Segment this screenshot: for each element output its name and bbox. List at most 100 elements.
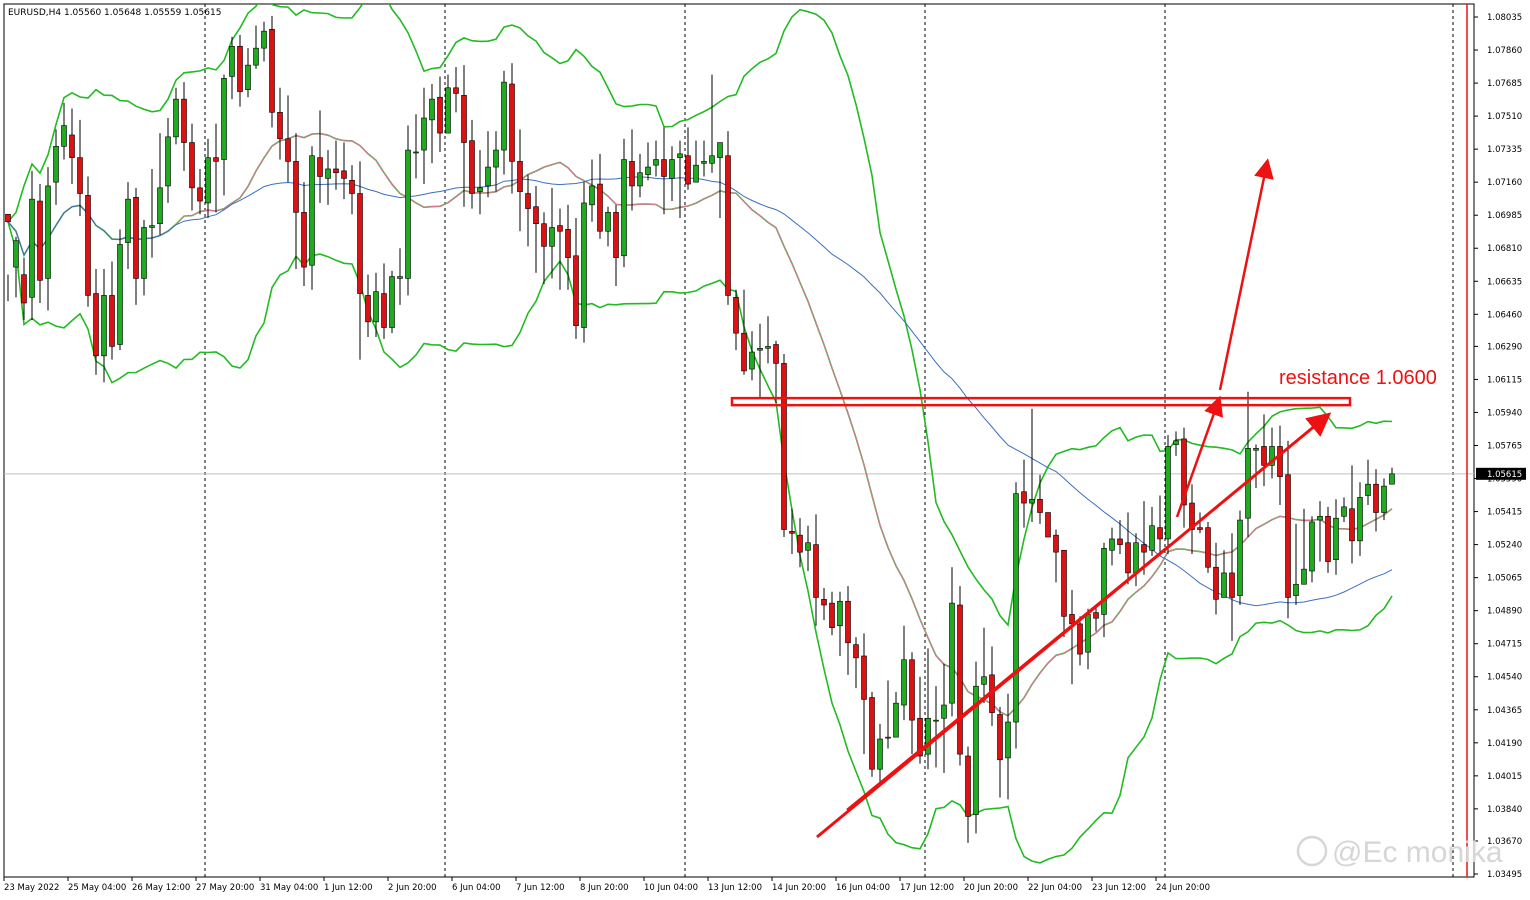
candle (461, 65, 467, 207)
bull-candle-body (1133, 542, 1139, 574)
bear-candle-body (213, 157, 219, 162)
candle (429, 84, 435, 164)
bull-candle-body (261, 30, 267, 49)
bear-candle-body (285, 138, 291, 162)
candle (525, 174, 531, 247)
bear-candle-body (629, 161, 635, 187)
bull-candle-body (477, 187, 483, 192)
bull-candle-body (1165, 446, 1171, 540)
candle (253, 25, 259, 69)
candle (605, 206, 611, 247)
y-tick-label: 1.03495 (1487, 870, 1522, 880)
y-tick-label: 1.04015 (1487, 772, 1522, 782)
x-tick-label: 6 Jun 04:00 (452, 883, 501, 893)
vertical-grid (204, 4, 1454, 877)
x-tick-label: 22 Jun 04:00 (1028, 883, 1082, 893)
candle (869, 691, 875, 777)
bull-candle-body (885, 736, 891, 739)
bear-candle-body (1349, 508, 1355, 542)
bear-candle-body (541, 223, 547, 247)
candle (1061, 549, 1067, 638)
bear-candle-body (917, 717, 923, 757)
candle (237, 34, 243, 107)
bull-candle-body (389, 276, 395, 328)
bear-candle-body (509, 83, 515, 162)
plot-frame (3, 3, 1475, 878)
bull-candle-body (549, 227, 555, 247)
bear-candle-body (1061, 549, 1067, 617)
bear-candle-body (453, 87, 459, 94)
candle (317, 110, 323, 203)
x-tick-label: 2 Jun 20:00 (388, 883, 437, 893)
bear-candle-body (661, 159, 667, 177)
candle (453, 67, 459, 113)
bull-candle-body (981, 676, 987, 685)
bull-candle-body (413, 151, 419, 154)
bull-candle-body (1085, 614, 1091, 653)
bull-candle-body (485, 166, 491, 187)
x-tick-label: 13 Jun 12:00 (708, 883, 762, 893)
bull-candle-body (429, 98, 435, 121)
candle (853, 637, 859, 689)
candle (541, 212, 547, 285)
bull-candle-body (1005, 721, 1011, 759)
candle (389, 270, 395, 334)
bull-candle-body (589, 185, 595, 206)
bear-candle-body (133, 196, 139, 279)
y-tick-label: 1.07685 (1487, 79, 1522, 89)
bull-candle-body (933, 719, 939, 722)
candle (1173, 431, 1179, 456)
bear-candle-body (1077, 623, 1083, 655)
candle (1309, 516, 1315, 583)
x-tick-label: 8 Jun 20:00 (580, 883, 629, 893)
candle (749, 331, 755, 381)
candle (677, 140, 683, 219)
bear-candle-body (1213, 566, 1219, 600)
candle (1101, 542, 1107, 638)
candle (837, 591, 843, 656)
bear-candle-body (197, 187, 203, 202)
bear-candle-body (821, 599, 827, 606)
candle (629, 129, 635, 211)
bear-candle-body (1229, 572, 1235, 598)
candle (469, 119, 475, 209)
bull-candle-body (637, 172, 643, 187)
bull-candle-body (693, 164, 699, 183)
bear-candle-body (293, 161, 299, 213)
candle (637, 153, 643, 198)
candle (21, 257, 27, 320)
y-tick-label: 1.05765 (1487, 442, 1522, 452)
candle (509, 63, 515, 194)
bull-candle-body (877, 738, 883, 770)
candle (685, 127, 691, 190)
candle (397, 248, 403, 305)
candle (589, 159, 595, 222)
candle (5, 213, 11, 302)
watermark-text: @Ec monika (1332, 836, 1503, 869)
bear-candle-body (357, 193, 363, 294)
bull-candle-body (61, 125, 67, 147)
candle (445, 74, 451, 134)
bull-candle-body (205, 157, 211, 204)
bull-candle-body (1381, 485, 1387, 513)
bear-candle-body (461, 95, 467, 143)
bull-candle-body (1173, 440, 1179, 445)
bull-candle-body (949, 602, 955, 704)
candle (477, 150, 483, 215)
bear-candle-body (1045, 512, 1051, 538)
candle (1221, 550, 1227, 598)
y-tick-label: 1.07860 (1487, 46, 1522, 56)
watermark-logo-icon (1296, 835, 1328, 867)
candle (141, 219, 147, 296)
candle (549, 187, 555, 279)
bear-candle-body (301, 212, 307, 268)
candle (893, 691, 899, 738)
x-tick-label: 14 Jun 20:00 (772, 883, 826, 893)
bollinger-lower (7, 221, 1393, 864)
bear-candle-body (773, 344, 779, 364)
candle (1229, 533, 1235, 641)
candle (1237, 510, 1243, 606)
candle (709, 74, 715, 173)
bear-candle-body (957, 604, 963, 755)
bear-candle-body (1205, 527, 1211, 568)
